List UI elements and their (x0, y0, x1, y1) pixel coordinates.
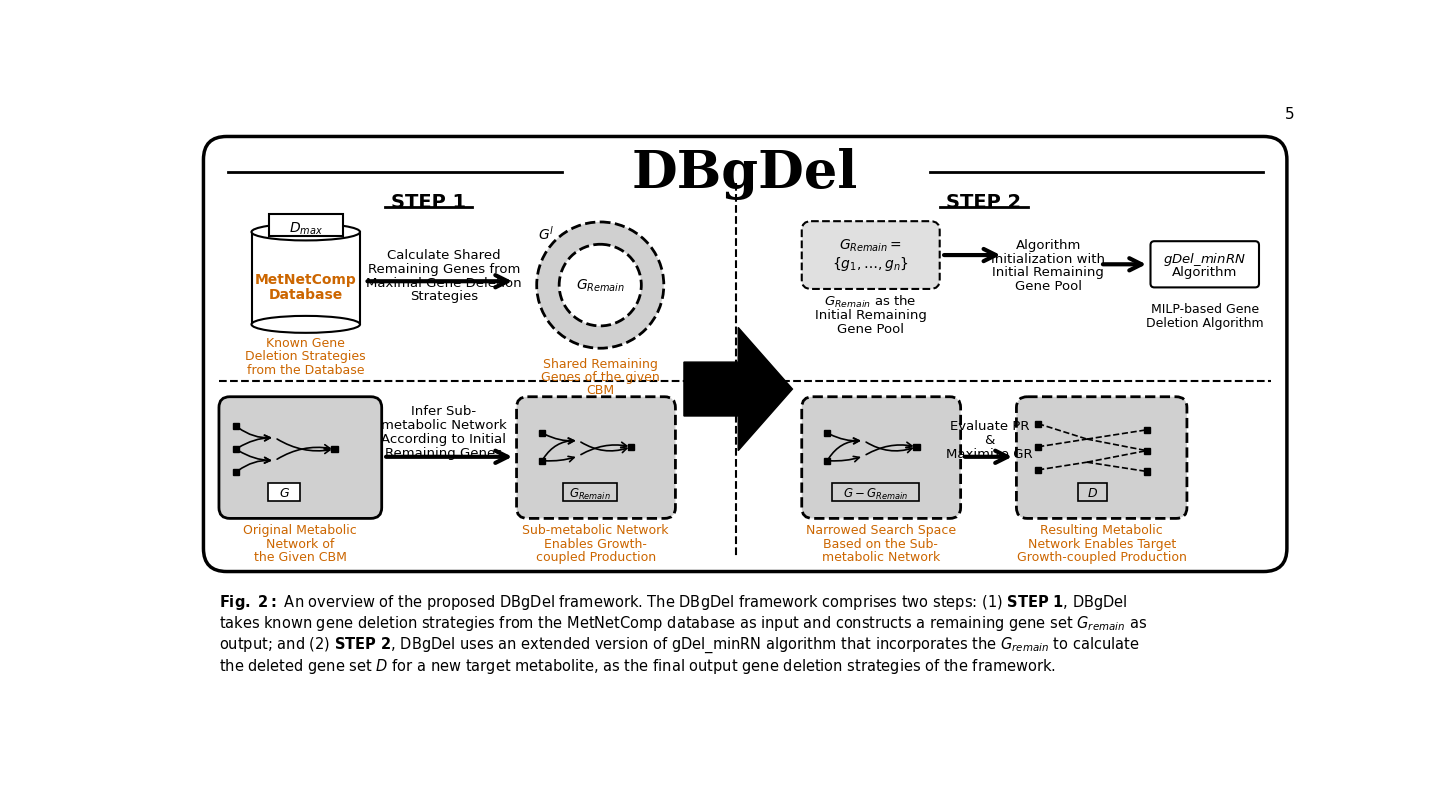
FancyBboxPatch shape (1077, 483, 1106, 502)
Text: Sub-metabolic Network: Sub-metabolic Network (522, 524, 669, 537)
Text: from the Database: from the Database (247, 363, 365, 376)
Text: Based on the Sub-: Based on the Sub- (823, 537, 938, 550)
Text: CBM: CBM (586, 384, 614, 397)
Text: Initial Remaining: Initial Remaining (992, 266, 1104, 279)
Text: $G_{Remain} =$: $G_{Remain} =$ (839, 238, 903, 254)
Text: Shared Remaining: Shared Remaining (542, 358, 657, 371)
Text: Remaining Genes from: Remaining Genes from (368, 262, 521, 275)
Bar (332, 447, 337, 453)
Text: metabolic Network: metabolic Network (381, 418, 506, 431)
Text: $\mathbf{Fig.\ 2:}$ An overview of the proposed DBgDel framework. The DBgDel fra: $\mathbf{Fig.\ 2:}$ An overview of the p… (220, 592, 1128, 611)
Text: Known Gene: Known Gene (266, 337, 345, 350)
FancyBboxPatch shape (1016, 397, 1186, 519)
Text: Enables Growth-: Enables Growth- (544, 537, 647, 550)
Text: Gene Pool: Gene Pool (1015, 280, 1082, 293)
Bar (233, 423, 238, 430)
Text: metabolic Network: metabolic Network (822, 550, 939, 563)
Text: coupled Production: coupled Production (535, 550, 656, 563)
Text: Algorithm: Algorithm (1015, 238, 1080, 251)
Bar (628, 444, 634, 450)
Text: Database: Database (269, 287, 343, 301)
Bar (1035, 467, 1041, 474)
Ellipse shape (252, 316, 361, 333)
FancyBboxPatch shape (1150, 242, 1259, 288)
Text: Initialization with: Initialization with (992, 252, 1105, 265)
Text: DBgDel: DBgDel (632, 148, 858, 200)
Text: Narrowed Search Space: Narrowed Search Space (806, 524, 955, 537)
Text: Deletion Strategies: Deletion Strategies (246, 350, 366, 363)
Bar (233, 447, 238, 453)
Text: the Given CBM: the Given CBM (254, 550, 346, 563)
Text: $D$: $D$ (1086, 487, 1098, 500)
Text: Network of: Network of (266, 537, 334, 550)
Text: Gene Pool: Gene Pool (838, 322, 904, 335)
Bar (539, 458, 545, 464)
Ellipse shape (252, 224, 361, 241)
Text: 5: 5 (1285, 107, 1296, 122)
FancyBboxPatch shape (268, 483, 301, 502)
Circle shape (537, 223, 664, 349)
Text: Original Metabolic: Original Metabolic (243, 524, 358, 537)
Text: Strategies: Strategies (410, 290, 478, 303)
FancyBboxPatch shape (204, 137, 1287, 572)
Text: $G_{Remain}$ as the: $G_{Remain}$ as the (824, 293, 917, 309)
Bar (1035, 421, 1041, 427)
FancyBboxPatch shape (563, 483, 618, 502)
Text: the deleted gene set $D$ for a new target metabolite, as the final output gene d: the deleted gene set $D$ for a new targe… (220, 656, 1056, 676)
Bar (233, 470, 238, 476)
Bar (539, 431, 545, 436)
Bar (824, 431, 830, 436)
Text: $G_{Remain}$: $G_{Remain}$ (569, 486, 611, 501)
Text: takes known gene deletion strategies from the MetNetComp database as input and c: takes known gene deletion strategies fro… (220, 613, 1147, 633)
Text: $gDel\_minRN$: $gDel\_minRN$ (1163, 251, 1246, 268)
FancyBboxPatch shape (269, 215, 343, 237)
Bar (913, 444, 919, 450)
Text: Deletion Algorithm: Deletion Algorithm (1146, 316, 1264, 329)
Text: According to Initial: According to Initial (381, 432, 506, 445)
FancyBboxPatch shape (801, 222, 939, 290)
Text: Growth-coupled Production: Growth-coupled Production (1016, 550, 1186, 563)
FancyBboxPatch shape (220, 397, 382, 519)
Bar (1143, 469, 1150, 475)
Text: $D_{max}$: $D_{max}$ (289, 221, 323, 237)
Text: Algorithm: Algorithm (1172, 266, 1237, 279)
Text: $G^l$: $G^l$ (538, 225, 554, 242)
Text: Remaining Genes: Remaining Genes (385, 446, 502, 459)
Bar (1035, 444, 1041, 450)
Text: Maximal Gene Deletion: Maximal Gene Deletion (366, 277, 522, 290)
Text: Resulting Metabolic: Resulting Metabolic (1040, 524, 1163, 537)
Text: Genes of the given: Genes of the given (541, 371, 660, 384)
Text: Infer Sub-: Infer Sub- (411, 405, 477, 418)
FancyBboxPatch shape (832, 483, 919, 502)
Text: Network Enables Target: Network Enables Target (1028, 537, 1176, 550)
Polygon shape (683, 328, 792, 451)
Text: $G$: $G$ (279, 487, 289, 500)
Text: $G_{Remain}$: $G_{Remain}$ (576, 277, 625, 294)
Text: Calculate Shared: Calculate Shared (387, 248, 500, 261)
FancyBboxPatch shape (801, 397, 961, 519)
Text: Maximize GR: Maximize GR (947, 448, 1032, 461)
Text: MetNetComp: MetNetComp (254, 272, 356, 286)
Bar (1143, 427, 1150, 433)
Text: $\{g_1, \ldots, g_n\}$: $\{g_1, \ldots, g_n\}$ (832, 255, 909, 272)
Text: output; and (2) $\mathbf{STEP\ 2}$, DBgDel uses an extended version of gDel_minR: output; and (2) $\mathbf{STEP\ 2}$, DBgD… (220, 635, 1140, 654)
Text: Initial Remaining: Initial Remaining (814, 308, 926, 321)
Bar (1143, 448, 1150, 454)
Text: $G - G_{Remain}$: $G - G_{Remain}$ (843, 486, 909, 501)
Text: STEP 2: STEP 2 (947, 192, 1022, 212)
FancyBboxPatch shape (516, 397, 676, 519)
Text: STEP 1: STEP 1 (391, 192, 465, 212)
Text: MILP-based Gene: MILP-based Gene (1150, 303, 1259, 315)
Text: &: & (984, 434, 995, 447)
Bar (824, 458, 830, 464)
Text: Evaluate PR: Evaluate PR (949, 420, 1029, 433)
Bar (252, 233, 361, 325)
Circle shape (560, 245, 641, 327)
